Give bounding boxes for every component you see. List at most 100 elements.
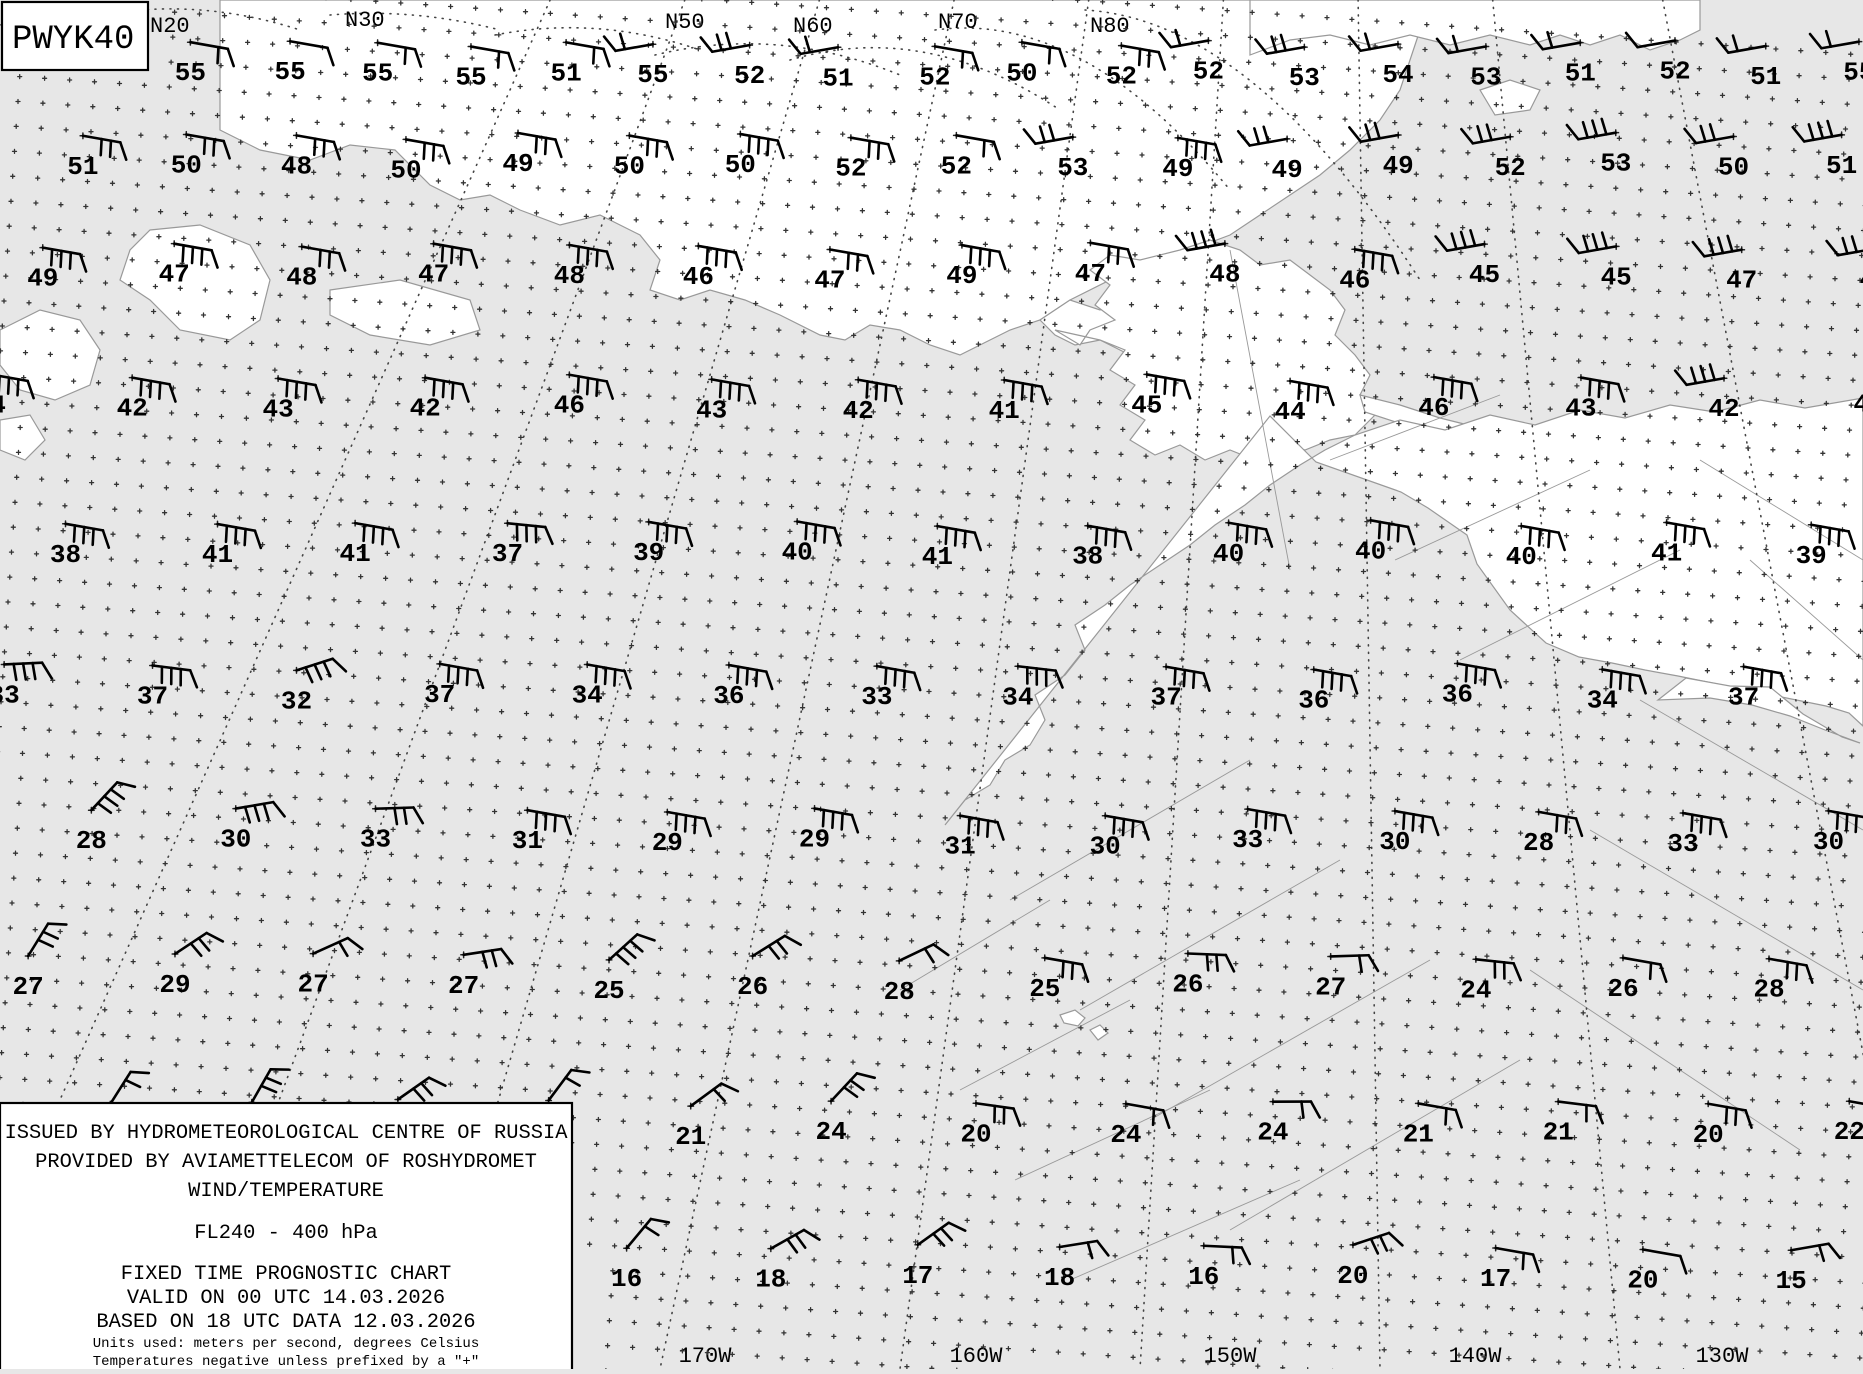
svg-text:43: 43 bbox=[1565, 394, 1596, 424]
svg-text:46: 46 bbox=[1339, 265, 1370, 295]
svg-text:51: 51 bbox=[1565, 59, 1596, 89]
svg-text:51: 51 bbox=[550, 58, 581, 88]
svg-text:46: 46 bbox=[1418, 393, 1449, 423]
svg-text:41: 41 bbox=[922, 542, 953, 572]
svg-text:36: 36 bbox=[713, 681, 744, 711]
svg-text:37: 37 bbox=[424, 680, 455, 710]
svg-text:21: 21 bbox=[675, 1122, 706, 1152]
svg-text:50: 50 bbox=[1718, 153, 1749, 183]
svg-text:50: 50 bbox=[614, 152, 645, 182]
svg-text:30: 30 bbox=[220, 825, 251, 855]
svg-text:N60: N60 bbox=[793, 14, 833, 39]
svg-text:26: 26 bbox=[1172, 970, 1203, 1000]
svg-text:31: 31 bbox=[512, 826, 543, 856]
svg-text:49: 49 bbox=[27, 264, 58, 294]
svg-text:42: 42 bbox=[410, 394, 441, 424]
svg-text:32: 32 bbox=[281, 686, 312, 716]
svg-text:46: 46 bbox=[1853, 390, 1863, 420]
svg-text:55: 55 bbox=[637, 60, 668, 90]
svg-text:22: 22 bbox=[1834, 1117, 1863, 1147]
svg-text:29: 29 bbox=[652, 828, 683, 858]
svg-text:20: 20 bbox=[1627, 1266, 1658, 1296]
svg-text:30: 30 bbox=[1813, 827, 1844, 857]
svg-text:41: 41 bbox=[202, 540, 233, 570]
svg-text:24: 24 bbox=[1460, 975, 1491, 1005]
svg-text:45: 45 bbox=[1469, 260, 1500, 290]
svg-text:17: 17 bbox=[902, 1261, 933, 1291]
svg-text:34: 34 bbox=[1002, 682, 1033, 712]
svg-text:30: 30 bbox=[1379, 827, 1410, 857]
svg-text:24: 24 bbox=[815, 1117, 846, 1147]
svg-text:50: 50 bbox=[1006, 58, 1037, 88]
svg-text:FIXED TIME PROGNOSTIC CHART: FIXED TIME PROGNOSTIC CHART bbox=[121, 1263, 451, 1286]
svg-text:26: 26 bbox=[1607, 974, 1638, 1004]
svg-text:Temperatures negative unless p: Temperatures negative unless prefixed by… bbox=[93, 1354, 479, 1369]
svg-text:VALID ON 00 UTC 14.03.2026: VALID ON 00 UTC 14.03.2026 bbox=[127, 1287, 445, 1310]
svg-text:37: 37 bbox=[1728, 683, 1759, 713]
svg-text:170W: 170W bbox=[679, 1344, 733, 1369]
svg-text:16: 16 bbox=[1188, 1262, 1219, 1292]
svg-text:31: 31 bbox=[944, 832, 975, 862]
svg-text:55: 55 bbox=[362, 59, 393, 89]
svg-text:N80: N80 bbox=[1090, 14, 1130, 39]
svg-text:33: 33 bbox=[1667, 829, 1698, 859]
svg-text:15: 15 bbox=[1775, 1266, 1806, 1296]
svg-text:16: 16 bbox=[611, 1264, 642, 1294]
svg-text:52: 52 bbox=[1193, 57, 1224, 87]
svg-text:29: 29 bbox=[159, 970, 190, 1000]
svg-text:55: 55 bbox=[455, 63, 486, 93]
svg-text:Units used: meters per second,: Units used: meters per second, degrees C… bbox=[93, 1336, 479, 1352]
svg-text:55: 55 bbox=[274, 57, 305, 87]
svg-text:37: 37 bbox=[137, 682, 168, 712]
svg-text:140W: 140W bbox=[1449, 1344, 1503, 1369]
svg-text:28: 28 bbox=[1523, 828, 1554, 858]
svg-text:18: 18 bbox=[755, 1265, 786, 1295]
svg-text:N70: N70 bbox=[938, 10, 978, 35]
svg-text:51: 51 bbox=[822, 63, 853, 93]
svg-text:N20: N20 bbox=[150, 14, 190, 39]
svg-text:51: 51 bbox=[1750, 62, 1781, 92]
svg-text:33: 33 bbox=[0, 680, 20, 710]
svg-text:41: 41 bbox=[1651, 539, 1682, 569]
svg-text:34: 34 bbox=[572, 681, 603, 711]
svg-text:51: 51 bbox=[1826, 151, 1857, 181]
svg-text:47: 47 bbox=[814, 266, 845, 296]
svg-text:49: 49 bbox=[502, 149, 533, 179]
svg-text:54: 54 bbox=[1382, 60, 1413, 90]
svg-text:27: 27 bbox=[448, 971, 479, 1001]
svg-text:50: 50 bbox=[171, 151, 202, 181]
svg-text:33: 33 bbox=[360, 825, 391, 855]
svg-text:40: 40 bbox=[782, 538, 813, 568]
svg-text:30: 30 bbox=[1090, 832, 1121, 862]
svg-text:21: 21 bbox=[1403, 1119, 1434, 1149]
svg-text:24: 24 bbox=[1110, 1120, 1141, 1150]
svg-text:52: 52 bbox=[1106, 62, 1137, 92]
svg-text:PROVIDED BY AVIAMETTELECOM OF: PROVIDED BY AVIAMETTELECOM OF ROSHYDROME… bbox=[35, 1151, 537, 1174]
svg-text:38: 38 bbox=[50, 540, 81, 570]
svg-text:28: 28 bbox=[1753, 975, 1784, 1005]
svg-text:55: 55 bbox=[1843, 58, 1863, 88]
svg-text:17: 17 bbox=[1480, 1264, 1511, 1294]
svg-text:34: 34 bbox=[1587, 685, 1618, 715]
svg-text:52: 52 bbox=[919, 62, 950, 92]
svg-text:43: 43 bbox=[262, 395, 293, 425]
svg-text:52: 52 bbox=[734, 61, 765, 91]
svg-text:37: 37 bbox=[492, 539, 523, 569]
svg-text:49: 49 bbox=[1383, 151, 1414, 181]
svg-text:53: 53 bbox=[1600, 149, 1631, 179]
svg-text:40: 40 bbox=[1213, 539, 1244, 569]
svg-text:55: 55 bbox=[175, 58, 206, 88]
svg-text:53: 53 bbox=[1057, 153, 1088, 183]
svg-text:160W: 160W bbox=[950, 1344, 1004, 1369]
svg-text:47: 47 bbox=[1075, 259, 1106, 289]
svg-text:36: 36 bbox=[1298, 686, 1329, 716]
svg-text:48: 48 bbox=[1209, 260, 1240, 290]
svg-text:52: 52 bbox=[1495, 153, 1526, 183]
svg-text:27: 27 bbox=[12, 972, 43, 1002]
svg-text:PWYK40: PWYK40 bbox=[12, 21, 134, 59]
svg-text:53: 53 bbox=[1289, 63, 1320, 93]
svg-text:39: 39 bbox=[1796, 541, 1827, 571]
svg-text:42: 42 bbox=[1708, 394, 1739, 424]
svg-text:25: 25 bbox=[593, 976, 624, 1006]
svg-text:48: 48 bbox=[554, 261, 585, 291]
